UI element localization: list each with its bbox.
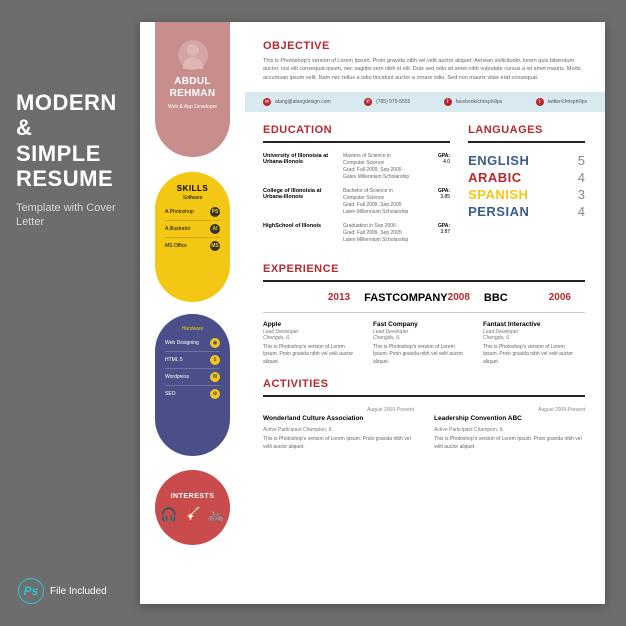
education-row: HighSchool of IllonoisGraduation in Sep … (263, 223, 450, 244)
person-name: ABDUL REHMAN (155, 76, 230, 100)
experience-title: EXPERIENCE (263, 263, 585, 275)
education-title: EDUCATION (263, 124, 450, 136)
company-logo: BBC (484, 292, 508, 304)
promo-title: MODERN & SIMPLE RESUME (16, 90, 131, 191)
objective-title: OBJECTIVE (263, 40, 585, 52)
interests-title: INTERESTS (171, 493, 215, 500)
twitter-icon: t (536, 98, 544, 106)
contact-fb: ffacebook/chrisphilips (444, 98, 502, 106)
guitar-icon: 🎸 (184, 506, 201, 523)
skill-row: Web Designing◉ (163, 338, 222, 348)
activities-body: Wonderland Culture AssociationAugust 200… (263, 407, 585, 451)
skills-pill: SKILLS Software A.PhotoshopPS A.Illustrat… (155, 172, 230, 302)
headphones-icon: 🎧 (160, 506, 177, 523)
hardware-pill: Hardware Web Designing◉ HTML 55 WordpressW… (155, 314, 230, 456)
skill-icon: MS (210, 241, 220, 251)
activity-cell: Wonderland Culture AssociationAugust 200… (263, 407, 414, 451)
contact-tw: ttwitter/chrisphilips (536, 98, 587, 106)
email-icon: ✉ (263, 98, 271, 106)
education-row: University of Illonoisia at Urbana-Illon… (263, 153, 450, 181)
skill-row: HTML 55 (163, 355, 222, 365)
skills-title: SKILLS (163, 184, 222, 193)
skill-icon: ⚙ (210, 389, 220, 399)
education-row: College of Illonoisia at Urbana-Illonois… (263, 188, 450, 216)
experience-cell: Fantast InteractiveLead DeveloperChengdu… (483, 321, 585, 367)
facebook-icon: f (444, 98, 452, 106)
contact-phone: ✆(785) 979-5555 (364, 98, 410, 106)
skill-row: MS OfficeMS (163, 241, 222, 251)
activities-title: ACTIVITIES (263, 378, 585, 390)
languages-title: LANGUAGES (468, 124, 585, 136)
language-row: ENGLISH5 (468, 153, 585, 168)
activity-cell: Leadership Convention ABCAugust 2009-Pre… (434, 407, 585, 451)
photoshop-icon: Ps (18, 578, 44, 604)
languages-section: LANGUAGES ENGLISH5 ARABIC4 SPANISH3 PERSIAN… (468, 124, 585, 251)
experience-header: 2013FASTCOMPANY2008BBC2006 (263, 292, 585, 304)
education-section: EDUCATION University of Illonoisia at Ur… (263, 124, 450, 251)
skill-row: A.IllustratorAI (163, 224, 222, 234)
phone-icon: ✆ (364, 98, 372, 106)
contact-bar: ✉atang@atangdesign.com ✆(785) 979-5555 f… (245, 92, 605, 112)
language-row: PERSIAN4 (468, 204, 585, 219)
skill-row: SEO⚙ (163, 389, 222, 399)
experience-logo-cell: 2013 (263, 292, 364, 304)
experience-cell: AppleLead DeveloperChengdu, ILThis is Ph… (263, 321, 365, 367)
skill-icon: 5 (210, 355, 220, 365)
experience-logo-cell: BBC 2006 (484, 292, 585, 304)
ps-badge: Ps File Included (18, 578, 107, 604)
objective-text: This is Photoshop's version of Lorem Ips… (263, 57, 585, 82)
experience-year: 2008 (448, 292, 470, 303)
language-row: SPANISH3 (468, 187, 585, 202)
interest-icons: 🎧 🎸 🚲 (160, 506, 224, 523)
skill-icon: ◉ (210, 338, 220, 348)
language-row: ARABIC4 (468, 170, 585, 185)
experience-year: 2006 (549, 292, 571, 303)
skill-row: WordpressW (163, 372, 222, 382)
avatar-icon (178, 40, 208, 70)
ps-label: File Included (50, 586, 107, 597)
bicycle-icon: 🚲 (207, 506, 224, 523)
main-content: OBJECTIVE This is Photoshop's version of… (245, 22, 605, 461)
software-label: Software (163, 195, 222, 201)
promo-subtitle: Template with Cover Letter (16, 201, 131, 230)
interests-pill: INTERESTS 🎧 🎸 🚲 (155, 470, 230, 545)
contact-email: ✉atang@atangdesign.com (263, 98, 331, 106)
person-role: Web & App Developer (155, 104, 230, 111)
experience-cell: Fast CompanyLead DeveloperChengdu, ILThi… (373, 321, 475, 367)
promo-text: MODERN & SIMPLE RESUME Template with Cov… (16, 90, 131, 230)
skill-icon: W (210, 372, 220, 382)
name-tab: ABDUL REHMAN Web & App Developer (155, 22, 230, 157)
hardware-label: Hardware (163, 326, 222, 332)
resume-page: ABDUL REHMAN Web & App Developer SKILLS … (140, 22, 605, 604)
experience-body: AppleLead DeveloperChengdu, ILThis is Ph… (263, 321, 585, 367)
skill-icon: AI (210, 224, 220, 234)
experience-logo-cell: FASTCOMPANY2008 (364, 292, 484, 304)
skill-icon: PS (210, 207, 220, 217)
skill-row: A.PhotoshopPS (163, 207, 222, 217)
experience-year: 2013 (328, 292, 350, 303)
sidebar: ABDUL REHMAN Web & App Developer SKILLS … (140, 22, 245, 604)
company-logo: FASTCOMPANY (364, 292, 448, 304)
